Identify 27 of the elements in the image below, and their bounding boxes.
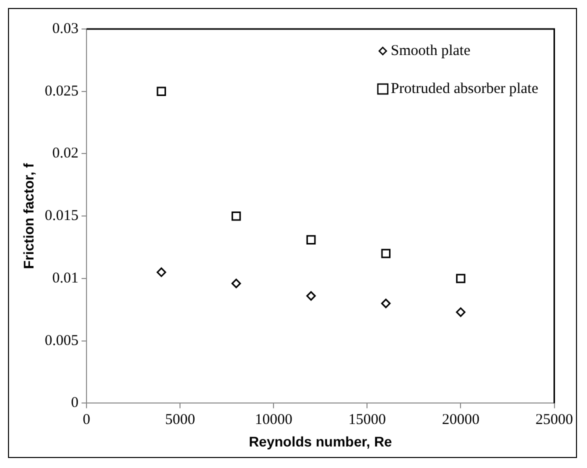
y-tick-label: 0.02 — [52, 146, 79, 162]
y-tick-label: 0.015 — [44, 208, 79, 224]
point — [231, 278, 241, 288]
point — [456, 274, 466, 284]
x-tick-label: 0 — [82, 412, 90, 428]
y-tick-label: 0.025 — [44, 83, 79, 100]
x-tick-label: 25000 — [536, 412, 573, 428]
point — [456, 307, 466, 317]
point — [306, 235, 316, 244]
y-axis-title: Friction factor, f — [20, 162, 36, 269]
y-tick-label: 0 — [71, 395, 79, 412]
legend-label: Smooth plate — [390, 42, 471, 59]
point — [156, 267, 166, 277]
x-tick-label: 5000 — [165, 412, 196, 428]
x-tick-label: 20000 — [442, 412, 480, 428]
x-tick-label: 15000 — [348, 412, 386, 428]
legend-label: Protruded absorber plate — [390, 80, 539, 97]
y-tick-label: 0.01 — [52, 270, 79, 286]
x-tick-label: 10000 — [254, 412, 292, 428]
point — [381, 248, 391, 258]
y-tick-label: 0.005 — [44, 332, 79, 349]
point — [381, 298, 391, 308]
y-tick-label: 0.03 — [52, 20, 79, 37]
x-axis-title: Reynolds number, Re — [248, 433, 392, 450]
point — [306, 291, 316, 301]
point — [156, 86, 166, 96]
point — [232, 211, 241, 221]
